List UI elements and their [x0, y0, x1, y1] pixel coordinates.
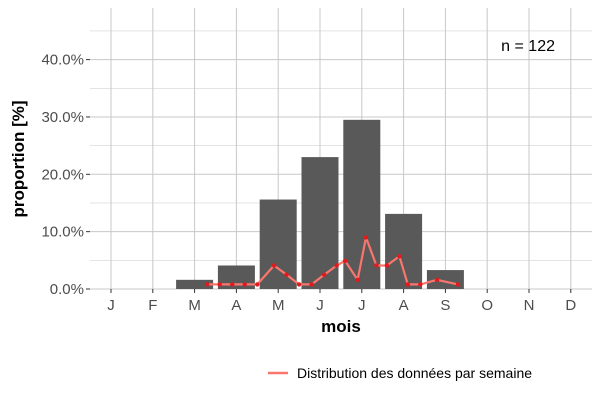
weekly-point [309, 282, 314, 287]
x-tick-label: N [524, 297, 535, 314]
legend: Distribution des données par semaine [268, 365, 532, 381]
grid [90, 8, 592, 290]
weekly-point [271, 263, 277, 268]
x-tick-label: J [316, 297, 324, 314]
weekly-point [434, 277, 440, 283]
weekly-point [321, 272, 327, 277]
weekly-point [255, 282, 260, 287]
y-tick-label: 20.0% [41, 166, 84, 183]
weekly-point [342, 258, 348, 264]
y-tick-label: 0.0% [50, 281, 84, 298]
weekly-point [405, 282, 410, 287]
weekly-point [230, 282, 235, 287]
weekly-point [355, 277, 360, 283]
x-tick-label: M [272, 297, 285, 314]
y-tick-label: 30.0% [41, 109, 84, 126]
weekly-point [242, 282, 247, 287]
tick-labels: 0.0% 10.0% 20.0% 30.0% 40.0% J F M A M J J A S O N D [41, 52, 576, 314]
sample-size-annotation: n = 122 [501, 38, 555, 55]
x-tick-label: M [188, 297, 201, 314]
weekly-point [217, 282, 222, 287]
legend-label: Distribution des données par semaine [297, 365, 532, 381]
weekly-point [397, 254, 402, 259]
x-tick-label: D [565, 297, 576, 314]
y-tick-label: 10.0% [41, 224, 84, 241]
weekly-point [284, 272, 289, 277]
x-tick-label: S [440, 297, 450, 314]
weekly-point [374, 263, 379, 268]
x-tick-label: J [107, 297, 115, 314]
bar [176, 279, 214, 289]
bars [176, 119, 464, 289]
x-tick-label: O [481, 297, 493, 314]
x-tick-label: A [399, 297, 409, 314]
weekly-point [296, 282, 302, 287]
weekly-point [204, 282, 210, 287]
weekly-point [455, 282, 461, 287]
x-tick-label: A [231, 297, 241, 314]
weekly-point [418, 282, 423, 287]
bar [385, 213, 423, 289]
y-tick-label: 40.0% [41, 52, 84, 69]
x-tick-label: F [148, 297, 157, 314]
x-tick-label: J [358, 297, 366, 314]
x-axis-title: mois [321, 317, 361, 336]
weekly-point [334, 263, 339, 268]
weekly-point [384, 263, 390, 268]
weekly-point [363, 235, 369, 240]
bar [301, 157, 339, 289]
y-axis-title: proportion [%] [9, 100, 28, 217]
weekly-line-layer [204, 235, 461, 287]
